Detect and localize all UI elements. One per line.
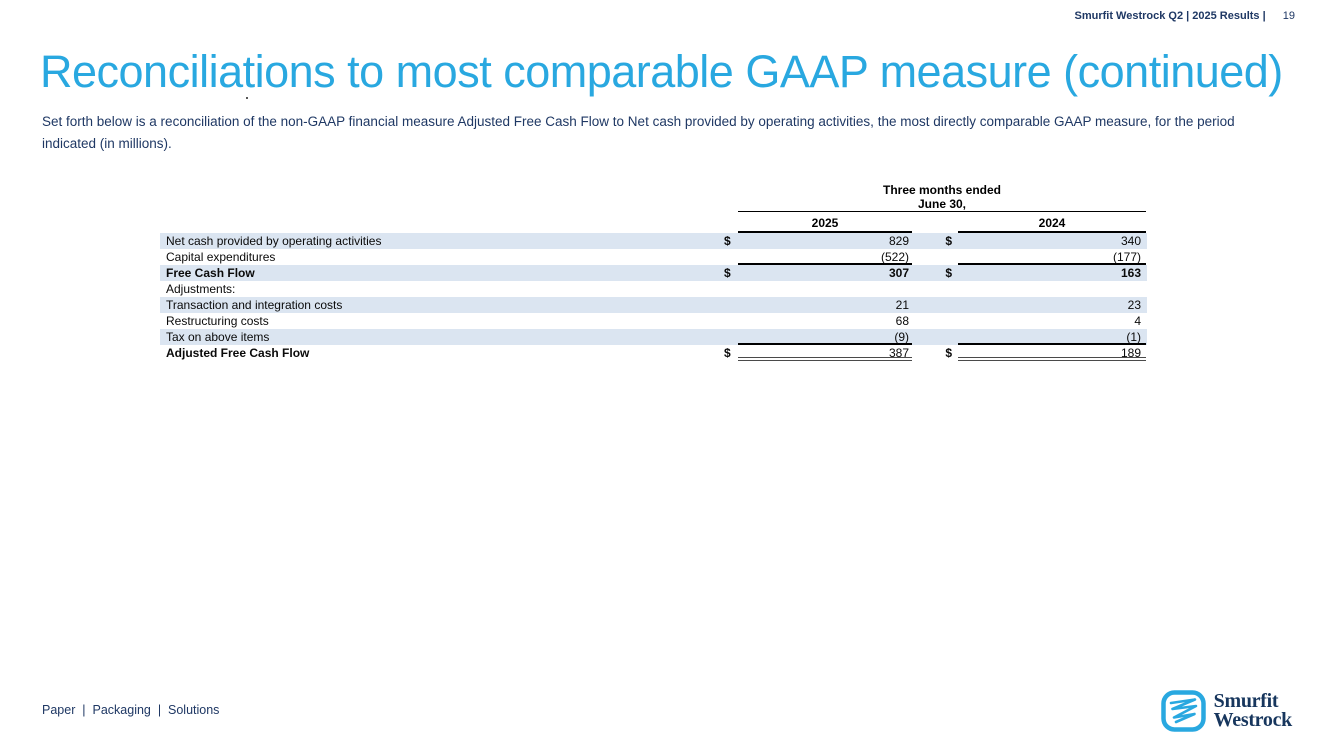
header-deck-title: Smurfit Westrock Q2 | 2025 Results | (1074, 10, 1266, 22)
column-header-2024: 2024 (958, 214, 1146, 233)
table-row: Tax on above items (9) (1) (160, 329, 1147, 345)
table-row: Capital expenditures (522) (177) (160, 249, 1147, 265)
value-2024: 4 (1134, 314, 1141, 328)
currency-symbol-2025 (720, 313, 738, 329)
row-label: Tax on above items (166, 330, 270, 344)
table-row: Free Cash Flow $ 307 $ 163 (160, 265, 1147, 281)
table-row: Net cash provided by operating activitie… (160, 233, 1147, 249)
value-2024: 23 (1127, 298, 1141, 312)
value-2024: 189 (958, 345, 1146, 361)
intro-line-2: indicated (in millions). (42, 136, 172, 151)
row-label: Adjusted Free Cash Flow (166, 346, 310, 360)
currency-symbol-2025 (720, 249, 738, 265)
table-row: Adjustments: (160, 281, 1147, 297)
currency-symbol-2025 (720, 297, 738, 313)
currency-symbol-2024 (912, 297, 958, 313)
currency-symbol-2024: $ (945, 266, 952, 280)
value-2025: 68 (895, 314, 909, 328)
year-header-row: 2025 2024 (160, 212, 1147, 233)
logo-wordmark-line-2: Westrock (1213, 709, 1293, 731)
header: Smurfit Westrock Q2 | 2025 Results | 19 (1074, 10, 1295, 22)
currency-symbol-2025: $ (724, 266, 731, 280)
table-row: Adjusted Free Cash Flow $ 387 $ 189 (160, 345, 1147, 361)
currency-symbol-2025 (720, 281, 738, 297)
period-header-line-2: June 30, (917, 197, 967, 211)
intro-paragraph: Set forth below is a reconciliation of t… (42, 111, 1235, 155)
row-label: Free Cash Flow (166, 266, 255, 280)
currency-symbol-2024 (912, 329, 958, 345)
value-2025 (738, 281, 912, 297)
value-2025: (522) (738, 249, 912, 265)
table-row: Restructuring costs 68 4 (160, 313, 1147, 329)
currency-symbol-2024: $ (945, 346, 952, 360)
currency-symbol-2025 (720, 329, 738, 345)
logo-wordmark-line-1: Smurfit (1213, 690, 1279, 712)
row-label: Net cash provided by operating activitie… (166, 234, 382, 248)
slide-title: Reconciliations to most comparable GAAP … (40, 46, 1283, 97)
column-header-2025: 2025 (738, 214, 912, 233)
value-2025: 829 (888, 234, 909, 248)
value-2024: 163 (1120, 266, 1141, 280)
logo: Smurfit Westrock (1160, 690, 1293, 732)
currency-symbol-2024 (912, 313, 958, 329)
value-2025: 21 (895, 298, 909, 312)
value-2024: 340 (1120, 234, 1141, 248)
logo-wordmark: Smurfit Westrock (1213, 690, 1293, 731)
currency-symbol-2025: $ (724, 346, 731, 360)
period-header: Three months ended June 30, (738, 183, 1146, 212)
smurfit-westrock-ribbon-icon (1160, 690, 1206, 732)
footer-tagline: Paper | Packaging | Solutions (42, 703, 220, 717)
currency-symbol-2024 (912, 281, 958, 297)
value-2024: (1) (958, 329, 1146, 345)
row-label: Adjustments: (166, 282, 236, 296)
currency-symbol-2024: $ (945, 234, 952, 248)
row-label: Restructuring costs (166, 314, 269, 328)
table-rows: Net cash provided by operating activitie… (160, 233, 1147, 361)
value-2025: 307 (888, 266, 909, 280)
value-2024: (177) (958, 249, 1146, 265)
value-2025: 387 (738, 345, 912, 361)
intro-line-1: Set forth below is a reconciliation of t… (42, 114, 1235, 129)
row-label: Capital expenditures (166, 250, 276, 264)
stray-dot (246, 97, 248, 99)
currency-symbol-2025: $ (724, 234, 731, 248)
value-2024 (958, 281, 1146, 297)
table-row: Transaction and integration costs 21 23 (160, 297, 1147, 313)
currency-symbol-2024 (912, 249, 958, 265)
page-number: 19 (1282, 10, 1295, 22)
row-label: Transaction and integration costs (166, 298, 343, 312)
value-2025: (9) (738, 329, 912, 345)
period-header-line-1: Three months ended (882, 183, 1001, 197)
